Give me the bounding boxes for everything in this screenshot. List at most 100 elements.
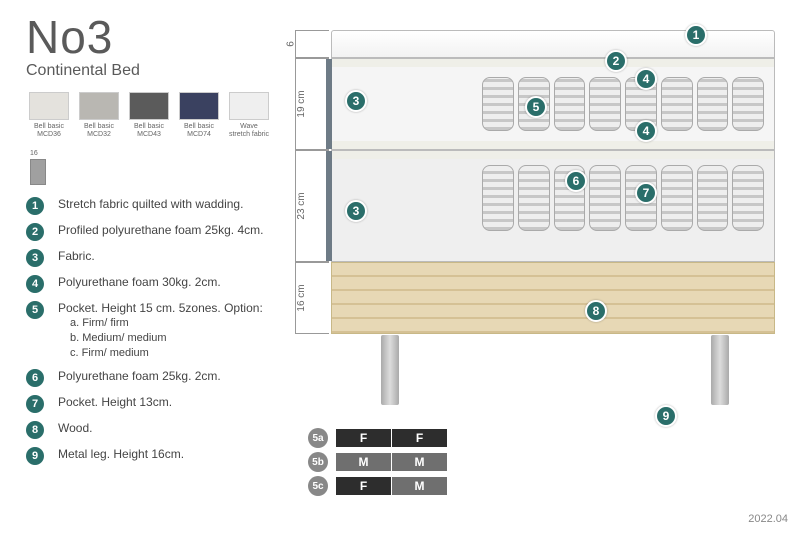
legend-text: Pocket. Height 13cm. (58, 394, 172, 410)
legend-number-icon: 4 (26, 275, 44, 293)
dimension-bracket: 23 cm (295, 150, 329, 262)
diagram-marker: 9 (655, 405, 677, 427)
page: No3 Continental Bed Bell basicMCD36Bell … (0, 0, 800, 533)
layer-mattress (331, 58, 775, 150)
legend-text: Pocket. Height 15 cm. 5zones. Option:a. … (58, 300, 263, 361)
product-subtitle: Continental Bed (26, 62, 140, 80)
legend-subitem: b. Medium/ medium (58, 331, 263, 346)
bed-diagram: 6 19 cm 23 cm 16 cm (295, 10, 800, 500)
legend-subitem: c. Firm/ medium (58, 346, 263, 361)
diagram-marker: 6 (565, 170, 587, 192)
legend-text: Stretch fabric quilted with wadding. (58, 196, 243, 212)
firmness-row: 5a FF (308, 428, 448, 448)
foam-bottom (332, 141, 774, 149)
firmness-table: 5aFF5bMM5cFM (308, 428, 448, 500)
diagram-marker: 4 (635, 120, 657, 142)
legend-row: 7 Pocket. Height 13cm. (26, 394, 263, 413)
legend-number-icon: 9 (26, 447, 44, 465)
dimension-bracket: 6 (295, 30, 329, 58)
legend-row: 8 Wood. (26, 420, 263, 439)
swatch-sample-icon (179, 92, 219, 120)
legend-text: Wood. (58, 420, 92, 436)
leg-height-value: 16 (30, 150, 46, 157)
diagram-marker: 4 (635, 68, 657, 90)
dimension-bracket: 19 cm (295, 58, 329, 150)
fabric-swatches: Bell basicMCD36 Bell basicMCD32 Bell basic… (26, 92, 272, 138)
diagram-marker: 3 (345, 200, 367, 222)
swatch-sample-icon (79, 92, 119, 120)
firmness-tag-icon: 5c (308, 476, 328, 496)
metal-leg-icon (381, 335, 399, 405)
leg-height-sample: 16 (30, 150, 46, 185)
swatch-sample-icon (229, 92, 269, 120)
legend-text: Polyurethane foam 30kg. 2cm. (58, 274, 221, 290)
dimension-label: 23 cm (296, 192, 307, 219)
legend-text: Fabric. (58, 248, 95, 264)
legend-number-icon: 8 (26, 421, 44, 439)
layer-base (331, 150, 775, 262)
layer-wood (331, 262, 775, 334)
diagram-marker: 2 (605, 50, 627, 72)
document-date: 2022.04 (748, 513, 788, 525)
legend-number-icon: 2 (26, 223, 44, 241)
dimension-label: 19 cm (296, 90, 307, 117)
diagram-marker: 5 (525, 96, 547, 118)
swatch-label: Bell basicMCD43 (134, 123, 164, 138)
swatch: Bell basicMCD36 (26, 92, 72, 138)
swatch: Bell basicMCD32 (76, 92, 122, 138)
firmness-cells: MM (336, 453, 448, 471)
swatch-label: Bell basicMCD32 (84, 123, 114, 138)
swatch: Bell basicMCD43 (126, 92, 172, 138)
diagram-marker: 7 (635, 182, 657, 204)
diagram-marker: 8 (585, 300, 607, 322)
leg-sample-icon (30, 159, 46, 185)
title-block: No3 Continental Bed (26, 14, 140, 80)
legend-text: Metal leg. Height 16cm. (58, 446, 184, 462)
legend-row: 5 Pocket. Height 15 cm. 5zones. Option:a.… (26, 300, 263, 361)
legend-subitem: a. Firm/ firm (58, 316, 263, 331)
firmness-cells: FF (336, 429, 448, 447)
firmness-tag-icon: 5b (308, 452, 328, 472)
firmness-tag-icon: 5a (308, 428, 328, 448)
legend-text: Profiled polyurethane foam 25kg. 4cm. (58, 222, 263, 238)
layer-stack (331, 30, 775, 334)
legend-row: 2 Profiled polyurethane foam 25kg. 4cm. (26, 222, 263, 241)
legend: 1 Stretch fabric quilted with wadding. 2 Pr… (26, 196, 263, 472)
firmness-cells: FM (336, 477, 448, 495)
legend-row: 9 Metal leg. Height 16cm. (26, 446, 263, 465)
foam-top (332, 59, 774, 67)
legend-number-icon: 3 (26, 249, 44, 267)
swatch-label: Wavestretch fabric (229, 123, 269, 138)
swatch: Wavestretch fabric (226, 92, 272, 138)
legend-number-icon: 1 (26, 197, 44, 215)
legend-text: Polyurethane foam 25kg. 2cm. (58, 368, 221, 384)
swatch: Bell basicMCD74 (176, 92, 222, 138)
firmness-cell: F (392, 429, 448, 447)
fabric-side-icon (326, 151, 332, 261)
foam-top (332, 151, 774, 159)
legend-number-icon: 5 (26, 301, 44, 319)
legend-number-icon: 6 (26, 369, 44, 387)
metal-leg-icon (711, 335, 729, 405)
dimension-bracket: 16 cm (295, 262, 329, 334)
firmness-cell: M (392, 477, 448, 495)
dimension-label: 6 (285, 41, 296, 47)
firmness-row: 5c FM (308, 476, 448, 496)
swatch-sample-icon (29, 92, 69, 120)
product-title: No3 (26, 14, 140, 60)
firmness-cell: F (336, 477, 392, 495)
diagram-marker: 1 (685, 24, 707, 46)
layer-topper (331, 30, 775, 58)
dimension-label: 16 cm (296, 284, 307, 311)
legend-row: 1 Stretch fabric quilted with wadding. (26, 196, 263, 215)
swatch-label: Bell basicMCD74 (184, 123, 214, 138)
legend-row: 6 Polyurethane foam 25kg. 2cm. (26, 368, 263, 387)
swatch-label: Bell basicMCD36 (34, 123, 64, 138)
legend-row: 3 Fabric. (26, 248, 263, 267)
firmness-row: 5b MM (308, 452, 448, 472)
fabric-side-icon (326, 59, 332, 149)
firmness-cell: M (392, 453, 448, 471)
swatch-sample-icon (129, 92, 169, 120)
diagram-marker: 3 (345, 90, 367, 112)
legend-number-icon: 7 (26, 395, 44, 413)
